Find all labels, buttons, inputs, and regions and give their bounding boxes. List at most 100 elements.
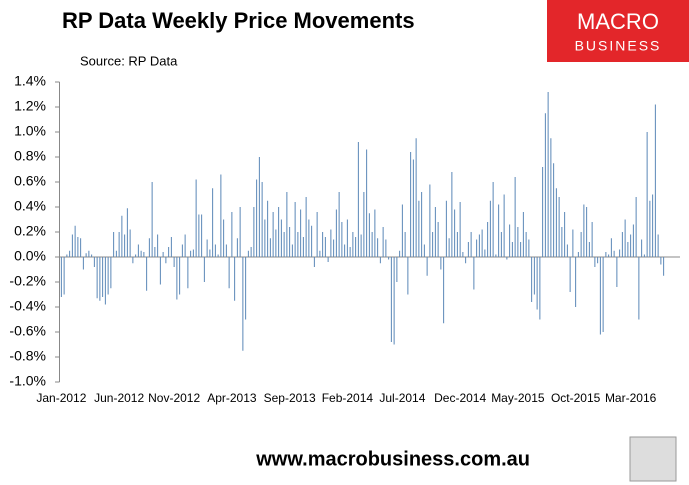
- bar: [93, 257, 95, 267]
- bar: [470, 232, 472, 257]
- bar: [195, 179, 197, 257]
- bar: [74, 225, 76, 257]
- bar: [192, 249, 194, 257]
- x-tick-label: Feb-2014: [322, 391, 374, 405]
- y-tick-label: -1.0%: [9, 373, 46, 389]
- bar: [602, 257, 604, 332]
- bar: [649, 200, 651, 257]
- bar: [140, 250, 142, 257]
- bar: [214, 244, 216, 257]
- bar: [124, 234, 126, 257]
- bar: [619, 249, 621, 257]
- bar: [311, 225, 313, 257]
- bar: [258, 157, 260, 257]
- bar: [360, 234, 362, 257]
- bar: [184, 234, 186, 257]
- bar: [96, 257, 98, 299]
- bar: [533, 257, 535, 295]
- bar: [308, 219, 310, 257]
- bar: [635, 197, 637, 257]
- bar: [500, 232, 502, 257]
- bar: [267, 200, 269, 257]
- logo-bottom: BUSINESS: [575, 38, 662, 54]
- bar: [302, 237, 304, 257]
- bar: [393, 257, 395, 345]
- bar: [544, 113, 546, 257]
- bar: [80, 238, 82, 257]
- bar: [313, 257, 315, 267]
- bar: [88, 250, 90, 257]
- y-tick-label: 0.2%: [14, 223, 46, 239]
- y-tick-label: -0.4%: [9, 298, 46, 314]
- bar: [467, 242, 469, 257]
- bar: [148, 238, 150, 257]
- bar: [66, 254, 68, 257]
- bar: [85, 253, 87, 257]
- bar: [291, 244, 293, 257]
- bar: [283, 232, 285, 257]
- bar: [368, 213, 370, 257]
- bar: [412, 159, 414, 257]
- bar: [456, 232, 458, 257]
- bar: [82, 257, 84, 270]
- y-tick-label: 0.6%: [14, 173, 46, 189]
- bar: [366, 149, 368, 257]
- y-tick-label: -0.6%: [9, 323, 46, 339]
- bar: [294, 202, 296, 257]
- bar: [443, 257, 445, 324]
- bar: [377, 238, 379, 257]
- bar: [415, 138, 417, 257]
- bar: [531, 257, 533, 302]
- bar: [577, 252, 579, 257]
- bar: [206, 239, 208, 257]
- bar: [91, 254, 93, 257]
- bar: [102, 257, 104, 297]
- bar: [154, 247, 156, 257]
- bar: [107, 257, 109, 295]
- bar: [115, 250, 117, 257]
- bar: [335, 209, 337, 257]
- bar: [220, 174, 222, 257]
- chart-subtitle: Source: RP Data: [80, 53, 178, 68]
- bar: [654, 104, 656, 257]
- bar: [344, 244, 346, 257]
- y-tick-label: 1.4%: [14, 73, 46, 89]
- bar: [478, 234, 480, 257]
- bar: [555, 188, 557, 257]
- x-tick-label: Mar-2016: [605, 391, 657, 405]
- bar: [146, 257, 148, 291]
- bar: [445, 200, 447, 257]
- bar: [489, 200, 491, 257]
- y-tick-label: 0.8%: [14, 148, 46, 164]
- bar: [346, 219, 348, 257]
- bar: [638, 257, 640, 320]
- bar: [352, 232, 354, 257]
- bar: [170, 237, 172, 257]
- bar: [60, 257, 62, 297]
- x-tick-label: May-2015: [491, 391, 545, 405]
- bar: [624, 219, 626, 257]
- bar: [388, 257, 390, 260]
- bar: [542, 167, 544, 257]
- bar: [63, 257, 65, 295]
- bar: [245, 257, 247, 320]
- bar: [613, 250, 615, 257]
- bar: [487, 222, 489, 257]
- bar: [660, 257, 662, 265]
- y-tick-label: 1.2%: [14, 98, 46, 114]
- bar: [616, 257, 618, 287]
- bar: [121, 215, 123, 257]
- bar: [481, 229, 483, 257]
- bar: [113, 232, 115, 257]
- bar: [322, 232, 324, 257]
- bar: [275, 229, 277, 257]
- bar: [514, 177, 516, 257]
- bar: [129, 229, 131, 257]
- bar: [657, 234, 659, 257]
- bar: [440, 257, 442, 270]
- footer: www.macrobusiness.com.au: [255, 448, 530, 470]
- bar: [71, 234, 73, 257]
- bar: [256, 179, 258, 257]
